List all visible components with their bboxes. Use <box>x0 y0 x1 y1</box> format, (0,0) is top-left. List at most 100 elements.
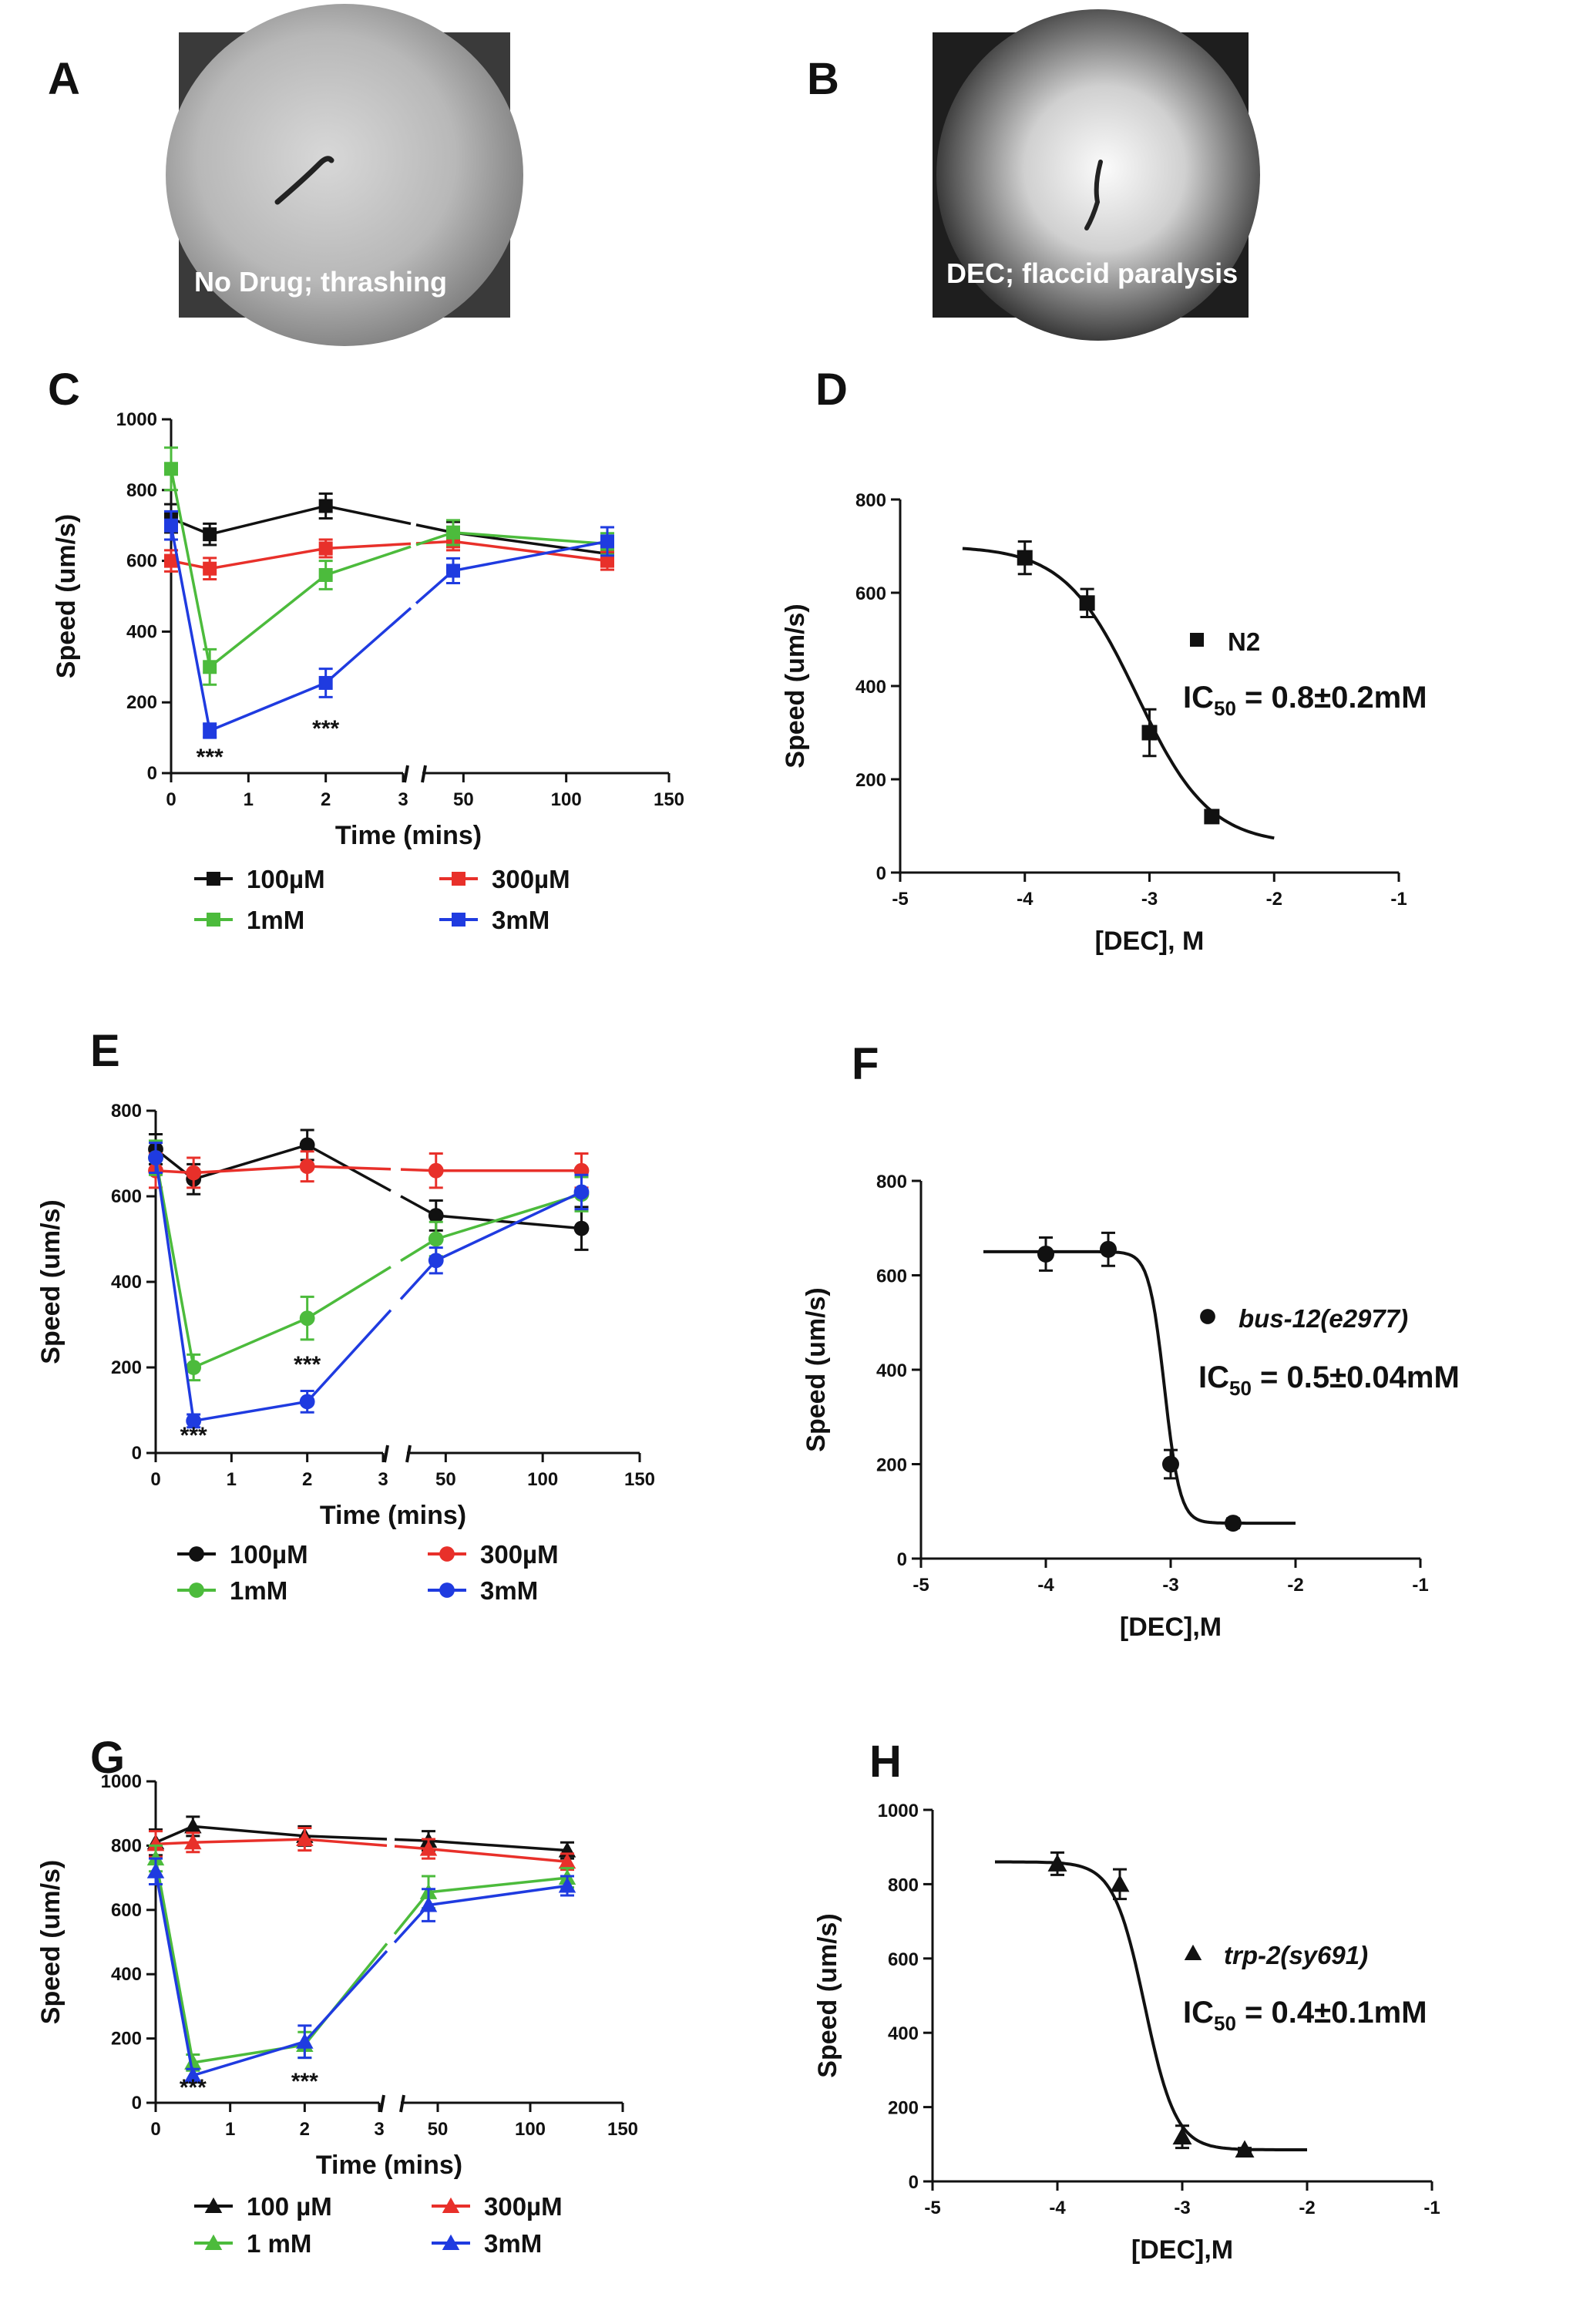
x-tick-label: 2 <box>321 789 331 810</box>
x-tick-label: -1 <box>1423 2198 1440 2218</box>
y-tick-label: 400 <box>111 1272 142 1293</box>
data-point <box>296 2033 314 2049</box>
series-line-1 <box>307 1165 392 1171</box>
ic50-annotation: IC50 = 0.5±0.04mM <box>1198 1360 1460 1400</box>
data-point <box>1162 1455 1179 1473</box>
x-tick-label: -3 <box>1174 2198 1190 2218</box>
x-tick-label: 0 <box>150 2119 160 2140</box>
legend-label: 1mM <box>247 906 304 934</box>
fit-curve <box>995 1860 1307 2151</box>
legend-marker <box>1190 633 1204 647</box>
series-line-1 <box>452 540 608 563</box>
panel-letter-h: H <box>869 1737 902 1787</box>
y-tick-label: 400 <box>855 677 886 698</box>
x-tick-label: 50 <box>453 789 474 810</box>
legend-label: 1mM <box>230 1576 287 1605</box>
y-tick-label: 600 <box>111 1186 142 1207</box>
legend-marker <box>452 872 465 886</box>
series-line-1 <box>325 542 412 550</box>
x-tick-label: 0 <box>150 1469 160 1490</box>
y-tick-label: 200 <box>876 1455 907 1476</box>
x-tick-label: 50 <box>428 2119 449 2140</box>
y-tick-label: 200 <box>855 770 886 791</box>
time-course-chart-c: 0 200 400 600 800 1000 0 1 2 3 50 100 150 Time (mins)… <box>52 409 684 934</box>
significance-stars: *** <box>180 2075 207 2100</box>
series-line-3 <box>209 681 327 732</box>
y-tick-label: 600 <box>126 551 157 572</box>
legend-marker <box>442 2234 460 2250</box>
y-tick-label: 0 <box>147 763 157 784</box>
series-line-0 <box>428 1839 568 1852</box>
dose-response-chart-h: 0 200 400 600 800 1000 -5 -4 -3 -2 -1 [DEC],M Speed … <box>813 1801 1440 2265</box>
series-line-0 <box>452 531 608 556</box>
x-tick-label: -5 <box>924 2198 940 2218</box>
y-tick-label: 400 <box>888 2023 919 2044</box>
legend-marker <box>207 913 220 927</box>
series-line-2 <box>170 468 211 668</box>
x-tick-label: 3 <box>378 1469 388 1490</box>
data-point <box>184 2067 202 2083</box>
x-axis-title: Time (mins) <box>316 2151 462 2180</box>
x-tick-label: -1 <box>1412 1575 1428 1596</box>
x-tick-label: -5 <box>892 889 908 910</box>
series-line-2 <box>428 1876 568 1894</box>
x-tick-label: -5 <box>912 1575 929 1596</box>
data-point <box>299 1159 315 1175</box>
series-line-3 <box>428 1884 568 1907</box>
fit-curve <box>962 547 1275 840</box>
y-tick-label: 200 <box>111 2029 142 2050</box>
legend-label: bus-12(e2977) <box>1239 1304 1408 1333</box>
series-line-1 <box>209 547 326 570</box>
data-point <box>1047 1854 1067 1872</box>
legend-marker <box>442 2197 460 2213</box>
y-tick-label: 600 <box>888 1949 919 1970</box>
series-line-2 <box>393 1891 430 1936</box>
axis-break-mark <box>421 765 427 783</box>
significance-stars: *** <box>294 1352 321 1377</box>
legend-marker <box>1184 1944 1202 1960</box>
axis-break-mark <box>379 2094 385 2113</box>
series-line-3 <box>435 1190 583 1262</box>
series-line-0 <box>394 1838 429 1842</box>
data-point <box>428 1231 444 1247</box>
y-tick-label: 400 <box>111 1964 142 1985</box>
x-tick-label: -3 <box>1141 889 1158 910</box>
series-line-3 <box>324 607 412 684</box>
data-point <box>428 1162 444 1179</box>
panel-letter-f: F <box>852 1039 879 1089</box>
data-point <box>203 660 217 674</box>
data-point <box>318 541 333 556</box>
fit-curve <box>983 1249 1296 1525</box>
axis-break-mark <box>383 1445 389 1463</box>
panel-letter-a: A <box>48 54 80 104</box>
series-line-2 <box>452 531 608 546</box>
y-tick-label: 600 <box>855 584 886 604</box>
series-line-1 <box>193 1838 305 1844</box>
x-tick-label: 150 <box>654 789 684 810</box>
x-axis-title: Time (mins) <box>335 821 482 850</box>
y-tick-label: 800 <box>111 1101 142 1122</box>
series-line-1 <box>394 1845 429 1851</box>
y-tick-label: 800 <box>111 1835 142 1856</box>
data-point <box>1110 1874 1130 1892</box>
legend-marker <box>189 1546 204 1562</box>
series-line-2 <box>193 1317 308 1369</box>
data-point <box>184 2053 202 2070</box>
data-point <box>299 1394 315 1410</box>
time-course-chart-e: 0 200 400 600 800 0 1 2 3 50 100 150 Time (mins) Spee… <box>36 1101 655 1605</box>
ic50-annotation: IC50 = 0.8±0.2mM <box>1183 681 1427 720</box>
data-point <box>203 527 217 542</box>
series-line-0 <box>193 1143 308 1181</box>
x-tick-label: 100 <box>551 789 582 810</box>
data-point <box>600 553 614 568</box>
x-axis-title: [DEC],M <box>1120 1613 1222 1642</box>
dose-response-chart-d: 0 200 400 600 800 -5 -4 -3 -2 -1 [DEC], M Speed (um… <box>781 490 1427 956</box>
x-tick-label: -3 <box>1162 1575 1178 1596</box>
x-tick-label: 100 <box>515 2119 546 2140</box>
y-tick-label: 800 <box>888 1875 919 1895</box>
x-tick-label: 50 <box>435 1469 456 1490</box>
series-line-2 <box>306 1266 392 1320</box>
y-tick-label: 0 <box>876 863 886 884</box>
series-line-1 <box>155 1841 193 1846</box>
